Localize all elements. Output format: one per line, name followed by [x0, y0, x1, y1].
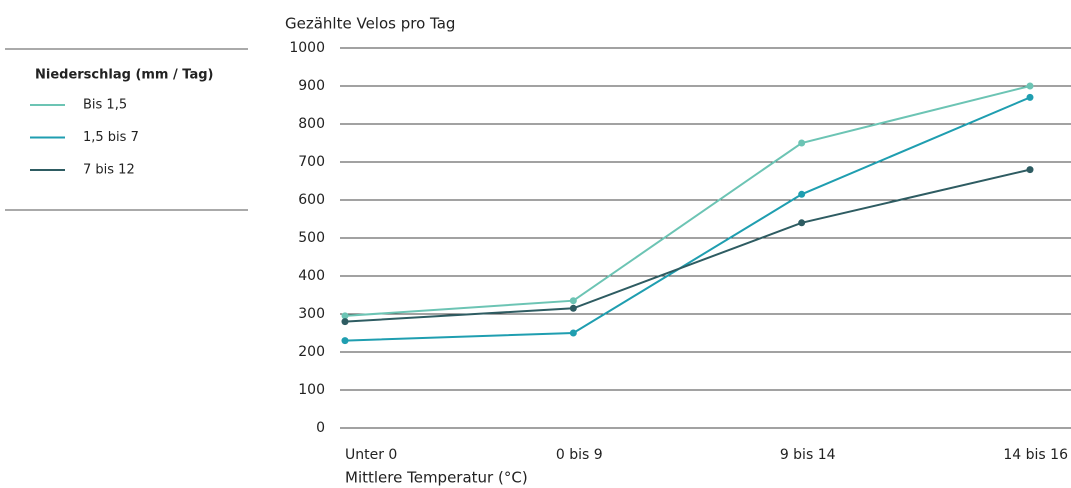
data-point [798, 190, 806, 198]
data-point [798, 139, 806, 147]
data-point [1026, 82, 1034, 90]
data-point [1026, 166, 1034, 174]
legend-label: 7 bis 12 [83, 163, 135, 178]
y-tick-label: 900 [298, 78, 325, 94]
y-axis-title: Gezählte Velos pro Tag [285, 15, 455, 33]
y-tick-label: 500 [298, 230, 325, 246]
y-tick-label: 1000 [289, 40, 325, 56]
legend-title: Niederschlag (mm / Tag) [35, 68, 214, 83]
y-tick-label: 700 [298, 154, 325, 170]
x-tick-label: 9 bis 14 [780, 447, 836, 463]
series-line [344, 168, 1031, 323]
data-point [341, 312, 349, 320]
data-point [798, 219, 806, 227]
data-point [569, 329, 577, 337]
y-tick-label: 300 [298, 306, 325, 322]
data-point [1026, 93, 1034, 101]
data-point [569, 304, 577, 312]
data-point [341, 318, 349, 326]
x-tick-label: 14 bis 16 [1003, 447, 1068, 463]
y-tick-label: 800 [298, 116, 325, 132]
y-tick-label: 200 [298, 344, 325, 360]
data-point [569, 297, 577, 305]
data-point [341, 337, 349, 345]
y-tick-label: 400 [298, 268, 325, 284]
legend-label: Bis 1,5 [83, 98, 127, 113]
y-tick-label: 600 [298, 192, 325, 208]
x-axis-title: Mittlere Temperatur (°C) [345, 469, 528, 487]
x-tick-label: Unter 0 [345, 447, 397, 463]
y-tick-label: 0 [316, 420, 325, 436]
x-tick-label: 0 bis 9 [556, 447, 603, 463]
series-line [344, 85, 1031, 317]
legend-label: 1,5 bis 7 [83, 130, 139, 145]
y-tick-label: 100 [298, 382, 325, 398]
series-line [344, 96, 1031, 342]
